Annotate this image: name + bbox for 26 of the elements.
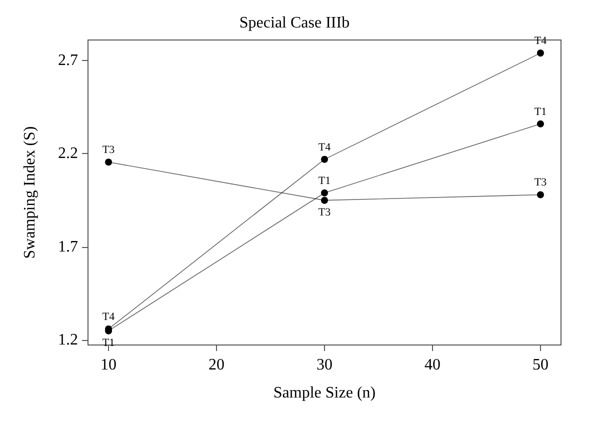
y-tick-label: 1.2 [58,332,78,349]
x-tick-label: 50 [532,356,548,374]
point [536,191,544,198]
series-label: T4 [102,310,116,323]
chart-title: Special Case IIIb [239,14,350,32]
series-label: T3 [534,176,548,189]
point [321,196,328,204]
x-tick-label: 20 [208,356,225,374]
x-tick-label: 10 [100,356,117,374]
y-tick-label: 2.2 [58,145,78,162]
series-label: T1 [318,174,331,187]
y-axis-title: Swamping Index (S) [22,126,38,259]
y-tick-label: 1.7 [58,238,78,256]
text: T3 [318,206,331,218]
x-axis-title: Sample Size (n) [273,384,376,402]
y-tick-label: 2.7 [58,52,78,70]
point [321,156,328,163]
text: T3 [102,144,115,156]
text: T1 [534,106,547,118]
point [536,120,544,128]
text: T4 [318,141,331,154]
point [536,50,544,57]
point [105,158,112,166]
point [321,189,328,196]
x-tick-label: 40 [424,356,440,374]
x-tick-label: 30 [316,356,332,374]
